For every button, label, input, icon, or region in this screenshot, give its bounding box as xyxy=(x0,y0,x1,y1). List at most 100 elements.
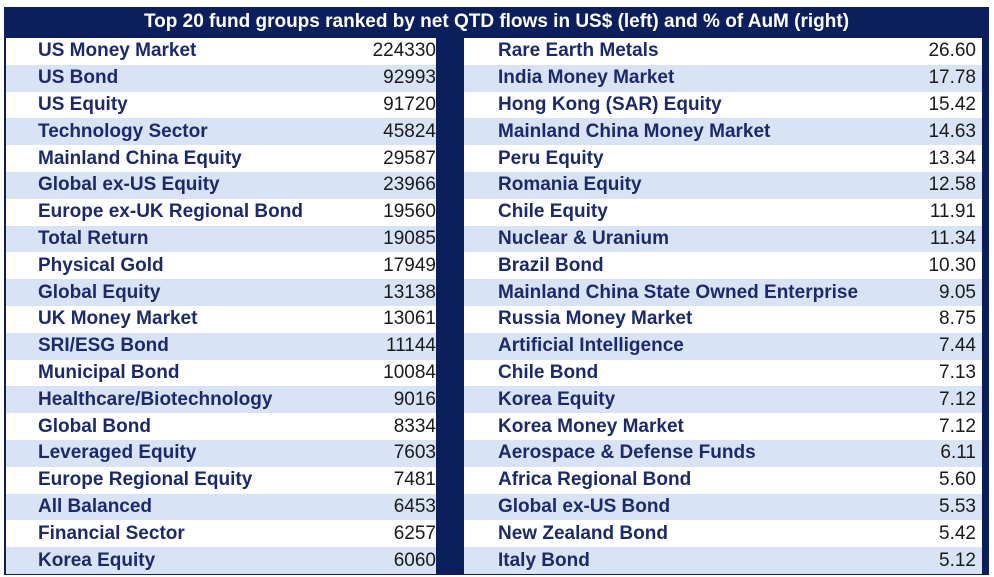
fund-group-name: Municipal Bond xyxy=(38,361,180,383)
fund-group-value: 14.63 xyxy=(928,120,976,142)
fund-group-value: 7481 xyxy=(393,469,436,491)
table-row: Hong Kong (SAR) Equity 15.42 xyxy=(464,91,982,119)
table-row: US Equity 91720 xyxy=(6,91,436,119)
table-row: Korea Money Market 7.12 xyxy=(464,413,982,440)
fund-group-value: 26.60 xyxy=(928,40,976,62)
fund-group-name: US Bond xyxy=(38,67,119,89)
fund-group-name: US Money Market xyxy=(38,40,197,62)
fund-group-name: Total Return xyxy=(38,227,149,249)
table-row: Nuclear & Uranium 11.34 xyxy=(464,225,982,253)
fund-group-value: 17949 xyxy=(383,254,436,276)
fund-group-value: 23966 xyxy=(383,174,436,196)
fund-group-value: 9.05 xyxy=(939,281,976,303)
fund-group-value: 7603 xyxy=(393,442,436,464)
fund-group-name: Italy Bond xyxy=(498,549,590,571)
fund-group-name: Aerospace & Defense Funds xyxy=(498,442,756,464)
fund-group-name: Mainland China Money Market xyxy=(498,120,771,142)
table-row: Healthcare/Biotechnology 9016 xyxy=(6,386,436,414)
table-row: Brazil Bond 10.30 xyxy=(464,252,982,280)
fund-group-name: Financial Sector xyxy=(38,522,185,544)
table-row: Chile Bond 7.13 xyxy=(464,359,982,387)
table-row: Global ex-US Bond 5.53 xyxy=(464,493,982,521)
fund-group-value: 91720 xyxy=(383,93,436,115)
fund-group-name: Physical Gold xyxy=(38,254,164,276)
fund-group-name: Africa Regional Bond xyxy=(498,469,692,491)
table-row: New Zealand Bond 5.42 xyxy=(464,520,982,548)
fund-group-name: Brazil Bond xyxy=(498,254,604,276)
fund-group-value: 7.44 xyxy=(939,335,976,357)
fund-group-name: Peru Equity xyxy=(498,147,604,169)
fund-group-value: 5.42 xyxy=(939,522,976,544)
fund-group-name: Global ex-US Bond xyxy=(498,495,671,517)
table-row: UK Money Market 13061 xyxy=(6,305,436,333)
fund-group-value: 7.12 xyxy=(939,415,976,437)
table-row: Total Return 19085 xyxy=(6,225,436,253)
fund-group-name: UK Money Market xyxy=(38,308,198,330)
fund-group-name: Global Equity xyxy=(38,281,161,303)
table-row: Global Equity 13138 xyxy=(6,279,436,306)
fund-group-name: Artificial Intelligence xyxy=(498,335,684,357)
fund-flows-table: Top 20 fund groups ranked by net QTD flo… xyxy=(4,7,989,575)
fund-group-value: 8.75 xyxy=(939,308,976,330)
table-row: SRI/ESG Bond 11144 xyxy=(6,332,436,360)
fund-group-value: 92993 xyxy=(383,67,436,89)
table-row: Italy Bond 5.12 xyxy=(464,547,982,574)
fund-group-value: 9016 xyxy=(393,388,436,410)
fund-group-value: 5.12 xyxy=(939,549,976,571)
fund-group-name: India Money Market xyxy=(498,67,675,89)
fund-group-value: 7.13 xyxy=(939,361,976,383)
table-row: Mainland China Equity 29587 xyxy=(6,145,436,172)
table-row: Mainland China Money Market 14.63 xyxy=(464,118,982,146)
table-row: Europe ex-UK Regional Bond 19560 xyxy=(6,198,436,226)
fund-group-value: 17.78 xyxy=(928,67,976,89)
fund-group-value: 11144 xyxy=(385,335,436,357)
fund-group-name: Chile Bond xyxy=(498,361,599,383)
fund-group-value: 5.60 xyxy=(939,469,976,491)
table-row: All Balanced 6453 xyxy=(6,493,436,521)
fund-group-value: 19560 xyxy=(383,201,436,223)
fund-group-value: 5.53 xyxy=(939,495,976,517)
table-row: Leveraged Equity 7603 xyxy=(6,439,436,467)
fund-group-value: 13061 xyxy=(383,308,436,330)
fund-group-name: Korea Money Market xyxy=(498,415,684,437)
fund-group-value: 6.11 xyxy=(940,442,976,464)
table-row: US Money Market 224330 xyxy=(6,38,436,65)
right-panel-aum-flows: Rare Earth Metals 26.60 India Money Market… xyxy=(464,38,982,574)
fund-group-name: Europe ex-UK Regional Bond xyxy=(38,201,303,223)
fund-group-value: 10084 xyxy=(383,361,436,383)
table-row: Global Bond 8334 xyxy=(6,413,436,440)
table-row: Physical Gold 17949 xyxy=(6,252,436,280)
table-title: Top 20 fund groups ranked by net QTD flo… xyxy=(143,11,850,32)
table-row: Romania Equity 12.58 xyxy=(464,171,982,199)
fund-group-value: 12.58 xyxy=(928,174,976,196)
fund-group-value: 19085 xyxy=(383,227,436,249)
fund-group-value: 45824 xyxy=(383,120,436,142)
fund-group-value: 13138 xyxy=(383,281,436,303)
fund-group-name: US Equity xyxy=(38,93,128,115)
fund-group-name: Global Bond xyxy=(38,415,151,437)
fund-group-name: Technology Sector xyxy=(38,120,208,142)
fund-group-name: New Zealand Bond xyxy=(498,522,668,544)
fund-group-name: Mainland China State Owned Enterprise xyxy=(498,281,859,303)
left-panel-usd-flows: US Money Market 224330 US Bond 92993 US Equi… xyxy=(6,38,436,574)
fund-group-value: 224330 xyxy=(372,40,436,62)
fund-group-name: Korea Equity xyxy=(498,388,616,410)
fund-group-name: Nuclear & Uranium xyxy=(498,227,670,249)
fund-group-value: 6060 xyxy=(393,549,436,571)
fund-group-value: 7.12 xyxy=(939,388,976,410)
table-row: Russia Money Market 8.75 xyxy=(464,305,982,333)
fund-group-value: 15.42 xyxy=(928,93,976,115)
fund-group-value: 29587 xyxy=(383,147,436,169)
fund-group-name: Hong Kong (SAR) Equity xyxy=(498,93,722,115)
table-row: Global ex-US Equity 23966 xyxy=(6,171,436,199)
table-row: US Bond 92993 xyxy=(6,64,436,92)
fund-group-name: Chile Equity xyxy=(498,201,608,223)
table-row: Financial Sector 6257 xyxy=(6,520,436,548)
fund-group-name: Healthcare/Biotechnology xyxy=(38,388,273,410)
table-row: Artificial Intelligence 7.44 xyxy=(464,332,982,360)
fund-group-value: 6257 xyxy=(393,522,436,544)
fund-group-value: 11.91 xyxy=(929,201,976,223)
table-row: Mainland China State Owned Enterprise 9.0… xyxy=(464,279,982,306)
fund-group-value: 10.30 xyxy=(928,254,976,276)
fund-group-name: Europe Regional Equity xyxy=(38,469,253,491)
